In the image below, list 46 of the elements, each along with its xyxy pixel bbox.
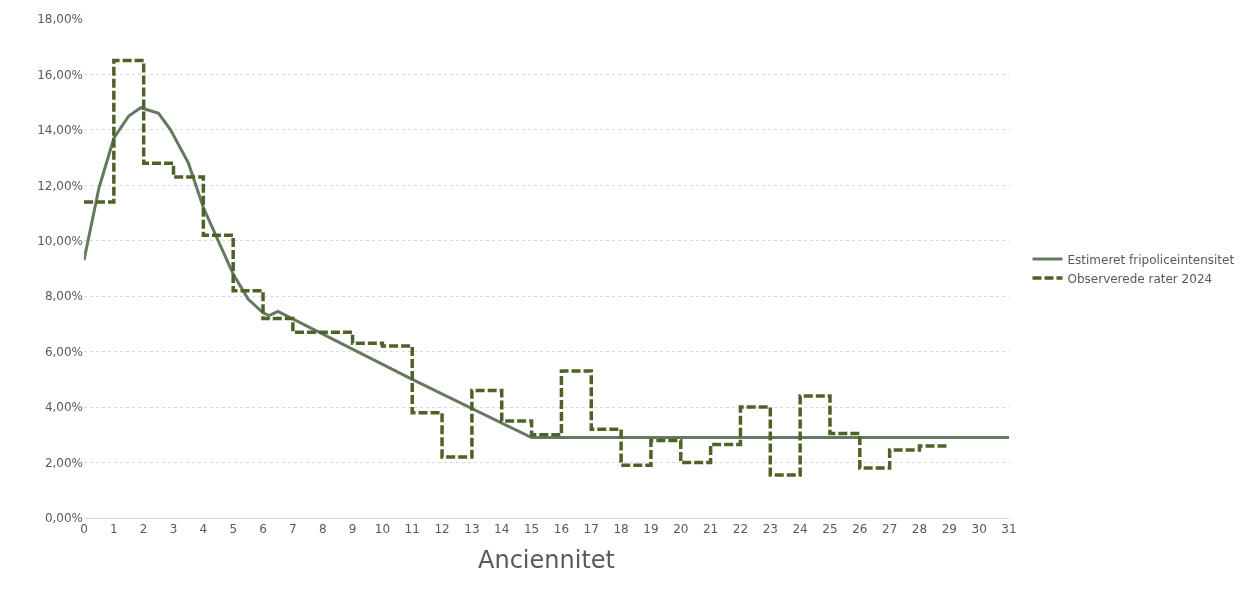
x-tick-label: 22 — [732, 522, 749, 537]
y-tick-label: 0,00% — [44, 511, 83, 526]
x-tick-label: 7 — [289, 522, 297, 537]
x-tick-label: 0 — [80, 522, 88, 537]
x-tick-label: 30 — [971, 522, 987, 537]
x-tick-label: 17 — [583, 522, 599, 537]
x-tick-label: 26 — [852, 522, 868, 537]
x-tick-label: 29 — [941, 522, 957, 537]
x-tick-label: 14 — [494, 522, 510, 537]
y-tick-label: 14,00% — [37, 123, 83, 138]
x-tick-label: 19 — [643, 522, 659, 537]
x-tick-label: 13 — [464, 522, 480, 537]
x-tick-label: 24 — [792, 522, 808, 537]
x-tick-label: 15 — [523, 522, 540, 537]
x-tick-label: 18 — [613, 522, 629, 537]
x-tick-label: 20 — [673, 522, 689, 537]
legend-label: Observerede rater 2024 — [1067, 271, 1213, 286]
y-tick-label: 10,00% — [37, 233, 83, 248]
x-tick-label: 2 — [139, 522, 148, 537]
y-tick-label: 4,00% — [44, 400, 83, 415]
x-tick-label: 10 — [374, 522, 391, 537]
x-tick-label: 6 — [259, 522, 267, 537]
x-tick-label: 12 — [434, 522, 450, 537]
y-tick-label: 16,00% — [37, 67, 83, 82]
y-tick-label: 18,00% — [37, 12, 83, 27]
x-tick-label: 11 — [404, 522, 420, 537]
y-tick-label: 8,00% — [44, 289, 83, 304]
x-tick-label: 4 — [199, 522, 208, 537]
legend-label: Estimeret fripoliceintensitet — [1067, 252, 1235, 267]
x-tick-label: 3 — [169, 522, 178, 537]
x-tick-label: 8 — [318, 522, 327, 537]
x-tick-label: 27 — [882, 522, 898, 537]
x-tick-label: 16 — [553, 522, 570, 537]
x-tick-label: 1 — [110, 522, 118, 537]
x-tick-label: 23 — [762, 522, 778, 537]
x-tick-label: 9 — [348, 522, 357, 537]
x-tick-label: 25 — [822, 522, 838, 537]
y-tick-label: 6,00% — [44, 344, 83, 359]
y-tick-label: 12,00% — [37, 178, 83, 193]
x-tick-label: 5 — [229, 522, 238, 537]
x-tick-label: 31 — [1001, 522, 1017, 537]
y-tick-label: 2,00% — [44, 455, 83, 470]
line-series — [84, 106, 1009, 440]
x-axis-title: Anciennitet — [478, 545, 615, 574]
x-tick-label: 28 — [911, 522, 928, 537]
x-tick-label: 21 — [702, 522, 719, 537]
